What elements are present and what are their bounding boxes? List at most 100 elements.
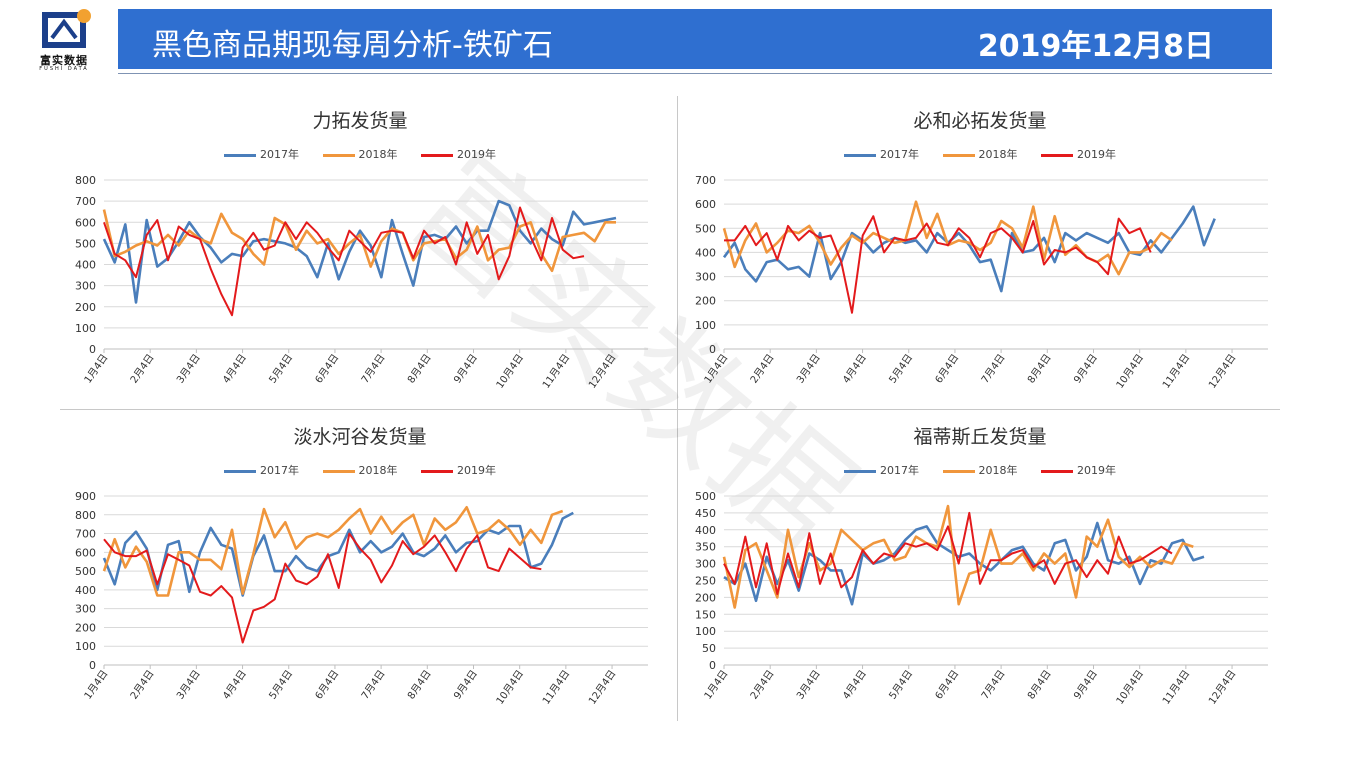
y-tick-label: 0: [89, 659, 96, 672]
y-tick-label: 700: [695, 174, 716, 187]
y-tick-label: 450: [695, 507, 716, 520]
logo-mark-icon: [42, 9, 91, 48]
legend-item-2019: 2019年: [421, 462, 496, 478]
x-tick-label: 6月4日: [313, 668, 342, 702]
series-2017-line: [722, 205, 1216, 293]
x-tick-label: 9月4日: [451, 668, 480, 702]
y-tick-label: 400: [75, 259, 96, 272]
x-tick-label: 12月4日: [586, 668, 618, 707]
x-tick-label: 7月4日: [979, 352, 1008, 386]
x-tick-label: 12月4日: [1206, 668, 1238, 707]
y-tick-label: 300: [695, 271, 716, 284]
x-tick-label: 2月4日: [748, 352, 777, 386]
chart-title: 淡水河谷发货量: [293, 426, 427, 448]
y-tick-label: 600: [695, 198, 716, 211]
x-tick-label: 4月4日: [220, 668, 249, 702]
x-tick-label: 9月4日: [1071, 352, 1100, 386]
x-tick-label: 12月4日: [586, 352, 618, 391]
chart-svg: 0 100 200 300 400 500 600 700 800 900 1月4日 2月4日 3月4日…: [75, 490, 648, 707]
y-tick-label: 0: [709, 343, 716, 356]
series-2019-line: [724, 215, 1152, 314]
logo-sub-text: FUSHI DATA: [39, 66, 89, 72]
y-tick-label: 700: [75, 528, 96, 541]
chart-title: 力拓发货量: [312, 110, 408, 132]
series-2018-line: [722, 200, 1173, 276]
y-tick-label: 100: [75, 322, 96, 335]
x-tick-label: 7月4日: [359, 668, 388, 702]
logo-brand-text: 富实数据: [40, 54, 88, 67]
y-tick-label: 900: [75, 490, 96, 503]
y-tick-label: 700: [75, 195, 96, 208]
chart-legend: 2017年 2018年 2019年: [680, 462, 1280, 478]
x-tick-label: 8月4日: [405, 352, 434, 386]
x-tick-label: 11月4日: [1160, 352, 1192, 391]
series-2019-line: [103, 532, 542, 644]
y-tick-label: 100: [695, 625, 716, 638]
header-underline: [118, 73, 1272, 74]
legend-item-2017: 2017年: [844, 146, 919, 162]
x-tick-label: 2月4日: [128, 668, 157, 702]
x-tick-label: 10月4日: [494, 352, 526, 391]
x-tick-label: 3月4日: [794, 352, 823, 386]
x-tick-label: 2月4日: [748, 668, 777, 702]
y-tick-label: 100: [695, 319, 716, 332]
legend-item-2019: 2019年: [1041, 146, 1116, 162]
x-tick-label: 10月4日: [494, 668, 526, 707]
x-tick-label: 3月4日: [174, 352, 203, 386]
x-tick-label: 3月4日: [794, 668, 823, 702]
x-tick-label: 5月4日: [267, 352, 296, 386]
x-tick-label: 5月4日: [887, 352, 916, 386]
x-tick-label: 1月4日: [82, 352, 111, 386]
x-tick-label: 4月4日: [840, 352, 869, 386]
y-tick-label: 150: [695, 608, 716, 621]
y-tick-label: 200: [695, 591, 716, 604]
x-tick-label: 10月4日: [1114, 668, 1146, 707]
y-tick-label: 100: [75, 640, 96, 653]
chart-title: 福蒂斯丘发货量: [913, 426, 1047, 448]
y-tick-label: 200: [695, 295, 716, 308]
y-tick-label: 250: [695, 575, 716, 588]
title-bar: 黑色商品期现每周分析-铁矿石 2019年12月8日: [118, 9, 1272, 69]
series-2018-line: [102, 209, 616, 273]
chart-svg: 0 100 200 300 400 500 600 700 800 1月4日 2月4日 3月4日 4月4…: [75, 174, 648, 391]
series-2018-line: [102, 506, 564, 597]
series-2017-line: [102, 511, 574, 597]
x-tick-label: 11月4日: [540, 352, 572, 391]
y-tick-label: 300: [75, 603, 96, 616]
y-tick-label: 500: [75, 237, 96, 250]
y-tick-label: 50: [702, 642, 716, 655]
x-tick-label: 5月4日: [887, 668, 916, 702]
x-tick-label: 4月4日: [220, 352, 249, 386]
chart-legend: 2017年 2018年 2019年: [680, 146, 1280, 162]
x-tick-label: 8月4日: [405, 668, 434, 702]
y-tick-label: 800: [75, 174, 96, 187]
y-tick-label: 800: [75, 509, 96, 522]
y-tick-label: 300: [695, 558, 716, 571]
legend-item-2017: 2017年: [844, 462, 919, 478]
y-tick-label: 600: [75, 546, 96, 559]
chart-svg: 0 50 100 150 200 250 300 350 400 450 500 1月4日 2月4日 3月…: [695, 490, 1268, 707]
chart-panel-fmg: 福蒂斯丘发货量 2017年 2018年 2019年 0 50 100 150 200 25…: [680, 416, 1280, 716]
report-date: 2019年12月8日: [977, 29, 1214, 64]
y-tick-label: 600: [75, 216, 96, 229]
x-tick-label: 12月4日: [1206, 352, 1238, 391]
y-tick-label: 400: [695, 524, 716, 537]
vertical-divider: [677, 96, 678, 721]
x-tick-label: 8月4日: [1025, 352, 1054, 386]
y-tick-label: 200: [75, 301, 96, 314]
y-tick-label: 400: [695, 246, 716, 259]
chart-panel-rio-tinto: 力拓发货量 2017年 2018年 2019年 0 100 200 300 400 500…: [60, 100, 660, 400]
y-tick-label: 500: [695, 490, 716, 503]
x-tick-label: 10月4日: [1114, 352, 1146, 391]
chart-title: 必和必拓发货量: [913, 110, 1047, 132]
x-tick-label: 11月4日: [1160, 668, 1192, 707]
y-tick-label: 500: [695, 222, 716, 235]
y-tick-label: 300: [75, 280, 96, 293]
y-tick-label: 350: [695, 541, 716, 554]
x-tick-label: 1月4日: [702, 352, 731, 386]
chart-legend: 2017年 2018年 2019年: [60, 146, 660, 162]
series-2019-line: [103, 206, 585, 317]
x-tick-label: 7月4日: [359, 352, 388, 386]
chart-panel-vale: 淡水河谷发货量 2017年 2018年 2019年 0 100 200 300 400 5…: [60, 416, 660, 716]
chart-panel-bhp: 必和必拓发货量 2017年 2018年 2019年 0 100 200 300 400 5…: [680, 100, 1280, 400]
